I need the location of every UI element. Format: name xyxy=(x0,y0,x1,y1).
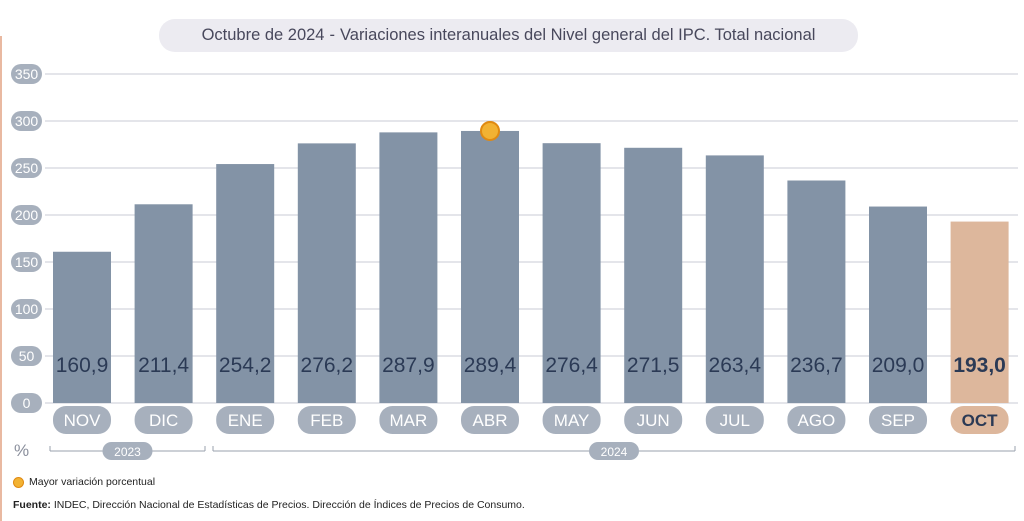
y-tick-label: 200 xyxy=(15,207,39,223)
y-tick-pill xyxy=(11,299,42,319)
y-tick-pill xyxy=(11,346,42,366)
year-group-2023-label: 2023 xyxy=(114,445,141,459)
x-category-pill xyxy=(134,406,193,434)
bar xyxy=(216,164,275,403)
x-category-pill xyxy=(869,406,927,434)
bar xyxy=(297,143,356,403)
x-category-pill xyxy=(216,406,275,434)
bar-value-label: 211,4 xyxy=(138,354,189,377)
year-group-2024-pill xyxy=(589,442,639,460)
y-tick-pill xyxy=(11,252,42,272)
chart-title: Octubre de 2024 - Variaciones interanual… xyxy=(159,19,858,52)
x-category-pill xyxy=(379,406,438,434)
y-tick-pill xyxy=(11,158,42,178)
x-category-label: DIC xyxy=(149,411,178,430)
x-category-pill xyxy=(787,406,846,434)
bar-value-label: 263,4 xyxy=(709,354,762,377)
bar-value-label: 276,2 xyxy=(301,354,354,377)
x-category-pill xyxy=(624,406,683,434)
bar-value-label: 160,9 xyxy=(56,354,109,377)
y-tick-label: 300 xyxy=(15,113,39,129)
bar-value-label: 193,0 xyxy=(953,354,1006,377)
x-category-pill xyxy=(950,406,1009,434)
bar-value-label: 254,2 xyxy=(219,354,272,377)
bar xyxy=(705,155,764,403)
bar-value-label: 287,9 xyxy=(382,354,435,377)
x-category-pill xyxy=(461,406,519,434)
x-category-label: JUL xyxy=(720,411,750,430)
title-text: Variaciones interanuales del Nivel gener… xyxy=(339,26,816,44)
title-date: Octubre de 2024 xyxy=(201,26,325,44)
x-category-label: OCT xyxy=(962,411,999,430)
x-category-pill xyxy=(297,406,356,434)
legend-label: Mayor variación porcentual xyxy=(29,476,156,488)
bar-value-label: 209,0 xyxy=(872,354,925,377)
x-category-pill xyxy=(53,406,111,434)
bar-value-label: 289,4 xyxy=(464,354,517,377)
x-category-pill xyxy=(542,406,601,434)
bar xyxy=(379,132,438,403)
bar xyxy=(53,251,111,403)
max-variation-marker xyxy=(480,120,500,141)
x-category-label: AGO xyxy=(798,411,836,430)
y-tick-label: 350 xyxy=(15,66,39,82)
y-tick-pill xyxy=(11,111,42,131)
x-category-label: MAR xyxy=(390,411,428,430)
legend: Mayor variación porcentual xyxy=(13,476,155,488)
year-group-2024-label: 2024 xyxy=(601,445,628,459)
y-tick-pill xyxy=(11,64,42,84)
y-tick-label: 150 xyxy=(15,254,39,270)
bar-value-label: 276,4 xyxy=(545,354,598,377)
title-separator: - xyxy=(329,26,335,44)
year-group-2023-pill xyxy=(102,442,153,460)
y-tick-pill xyxy=(11,393,42,413)
x-category-label: ABR xyxy=(473,411,508,430)
bar xyxy=(461,130,519,404)
bar xyxy=(542,143,601,403)
bar xyxy=(134,204,193,403)
x-category-label: FEB xyxy=(310,411,343,430)
bar-value-label: 236,7 xyxy=(790,354,843,377)
y-tick-pill xyxy=(11,205,42,225)
x-category-label: SEP xyxy=(881,411,915,430)
bar xyxy=(787,180,846,403)
bar-chart: 0 50 100 150 200 250 300 350% 160,9 NOV 211,4 DIC 25… xyxy=(11,64,1018,460)
bar xyxy=(624,147,683,403)
source-label: Fuente: xyxy=(13,499,51,511)
y-tick-label: 50 xyxy=(19,348,35,364)
left-accent-rule xyxy=(0,36,2,521)
x-category-label: MAY xyxy=(554,411,590,430)
x-category-label: JUN xyxy=(637,411,670,430)
source-note: Fuente: INDEC, Dirección Nacional de Est… xyxy=(13,499,525,511)
source-text: INDEC, Dirección Nacional de Estadística… xyxy=(53,499,525,511)
y-unit-label: % xyxy=(14,441,29,460)
bar-value-label: 271,5 xyxy=(627,354,680,377)
bar xyxy=(869,206,927,403)
bar xyxy=(950,221,1009,403)
y-tick-label: 0 xyxy=(23,395,31,411)
x-category-pill xyxy=(705,406,764,434)
x-category-label: ENE xyxy=(228,411,263,430)
max-marker-legend-icon xyxy=(13,476,24,488)
y-tick-label: 250 xyxy=(15,160,39,176)
x-category-label: NOV xyxy=(64,411,102,430)
y-tick-label: 100 xyxy=(15,301,39,317)
